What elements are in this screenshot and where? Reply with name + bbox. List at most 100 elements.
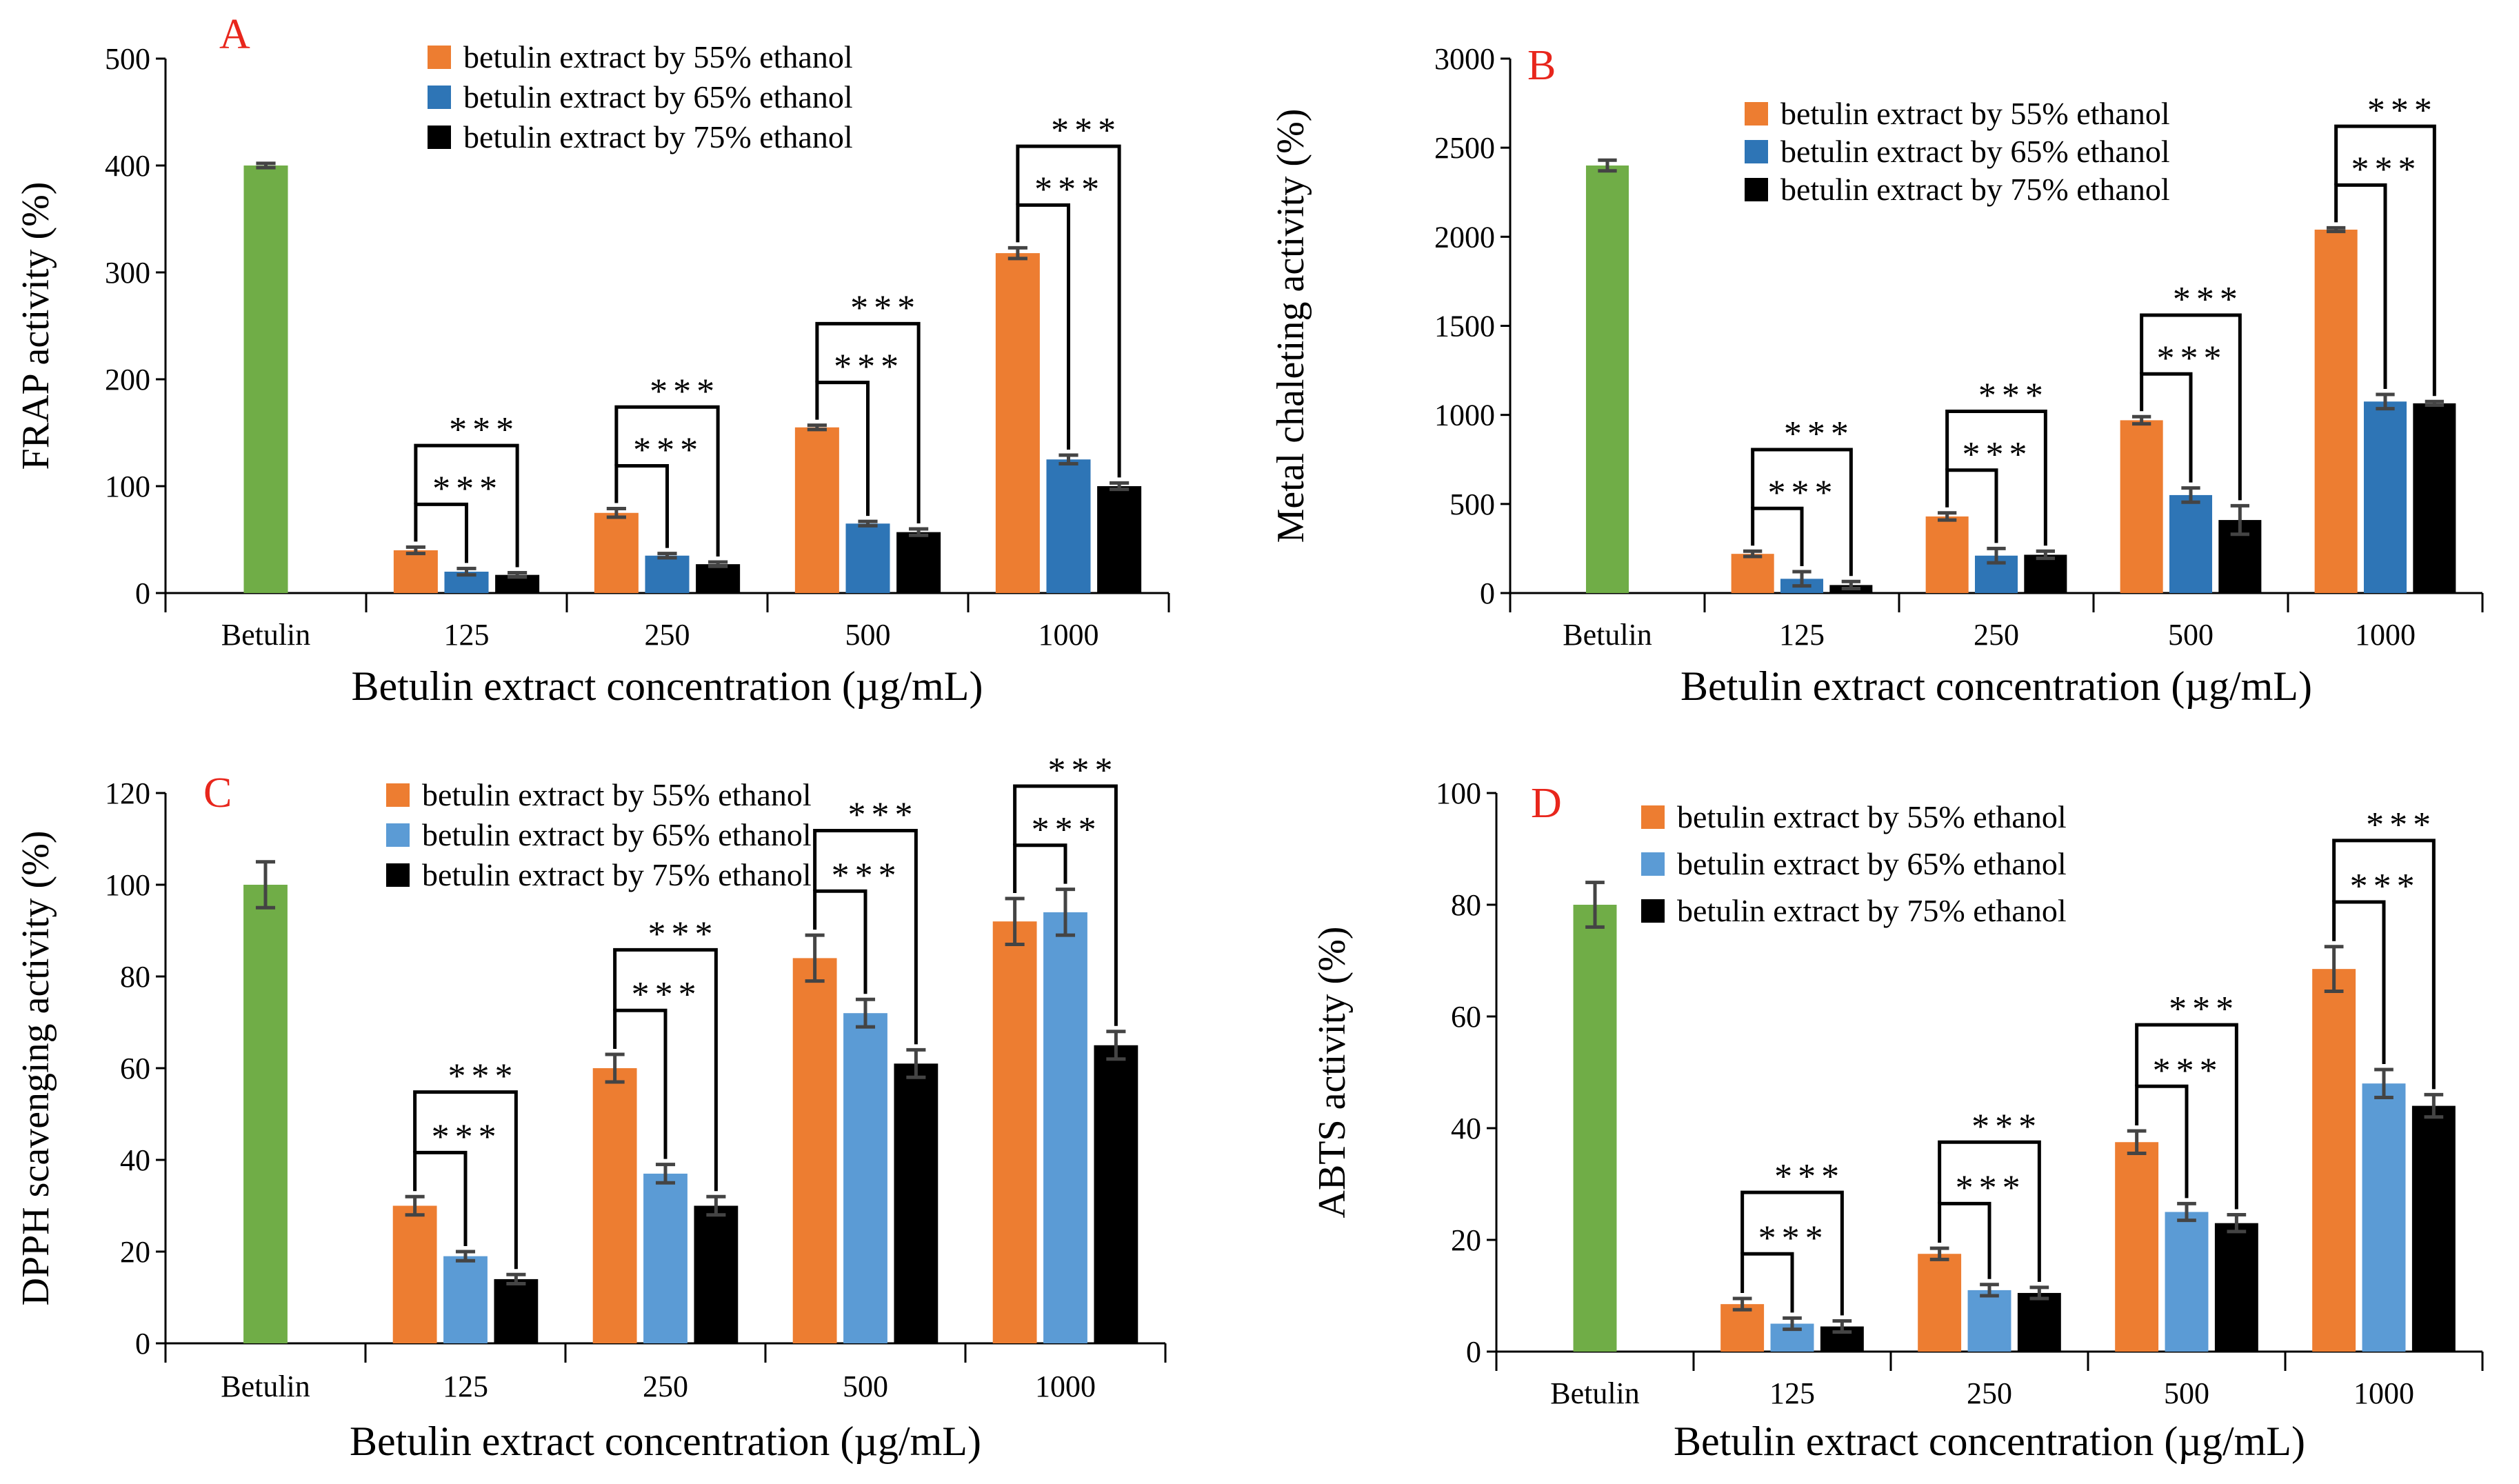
bar-250-series-2 [643,1173,688,1343]
significance-bracket-outer [1013,784,1118,1026]
significance-label: *** [432,469,503,508]
legend-label: betulin extract by 75% ethanol [1780,172,2170,207]
bar-betulin-control [1573,905,1617,1352]
significance-bracket-outer [1938,1140,2041,1282]
x-category-label: 125 [1779,618,1825,652]
legend-swatch [386,783,410,807]
legend-label: betulin extract by 55% ethanol [1677,799,2067,834]
bar-1000-series-3 [2413,403,2456,593]
x-category-label: 250 [1967,1376,2012,1410]
x-category-label: 125 [443,1370,488,1403]
bar-500-series-2 [843,1013,887,1343]
bar-500-series-3 [896,532,941,593]
legend-swatch [1641,852,1665,876]
significance-label: *** [1978,377,2049,416]
bar-500-series-2 [2169,494,2213,593]
significance-label: *** [1048,751,1118,790]
legend-swatch [386,863,410,887]
significance-label: *** [2367,91,2438,130]
legend-swatch [428,126,451,149]
significance-label: *** [1758,1219,1829,1258]
significance-bracket-inner [614,464,669,548]
y-tick-label: 60 [120,1052,150,1085]
bar-1000-series-2 [2363,401,2407,593]
significance-label: *** [834,348,904,387]
bar-betulin-control [243,885,288,1343]
y-tick-label: 80 [1451,888,1481,922]
bar-500-series-3 [2214,1223,2258,1352]
significance-label: *** [832,856,902,895]
significance-bracket-inner [413,1150,468,1246]
legend-label: betulin extract by 65% ethanol [422,817,812,852]
bar-1000-series-3 [1097,486,1142,593]
significance-bracket-outer [813,829,918,1045]
x-category-label: 1000 [1038,618,1099,652]
y-tick-label: 2000 [1434,220,1495,254]
y-tick-label: 20 [1451,1223,1481,1257]
significance-label: *** [1784,414,1854,454]
x-category-label: 125 [444,618,490,652]
bar-betulin-control [243,166,288,593]
bar-250-series-1 [594,512,639,593]
x-category-label: 1000 [2355,618,2416,652]
significance-label: *** [1032,810,1102,850]
significance-bracket-inner [815,381,870,517]
bar-500-series-3 [894,1063,939,1343]
x-category-label: 500 [2168,618,2214,652]
significance-label: *** [848,796,919,835]
x-category-label: 250 [1974,618,2019,652]
significance-bracket-inner [2332,900,2386,1064]
y-tick-label: 100 [1436,776,1481,810]
significance-bracket-outer [2332,839,2436,1090]
x-axis-title: Betulin extract concentration (µg/mL) [1674,1418,2305,1464]
legend-label: betulin extract by 75% ethanol [422,857,812,892]
bar-250-series-1 [1925,516,1969,593]
legend-label: betulin extract by 55% ethanol [1780,96,2170,131]
bar-1000-series-2 [1046,459,1091,593]
y-tick-label: 40 [1451,1112,1481,1145]
x-category-label: Betulin [1563,618,1652,652]
significance-bracket-inner [2135,1084,2189,1199]
significance-label: *** [1034,170,1105,209]
significance-label: *** [2153,1051,2223,1090]
y-tick-label: 20 [120,1235,150,1269]
bar-125-series-3 [494,1279,539,1343]
legend-swatch [1641,805,1665,829]
y-tick-label: 80 [120,960,150,994]
significance-label: *** [2169,990,2239,1029]
x-axis-title: Betulin extract concentration (µg/mL) [352,663,983,709]
legend-label: betulin extract by 55% ethanol [422,777,812,812]
bar-500-series-2 [2165,1212,2209,1352]
x-category-label: 500 [843,1370,888,1403]
y-tick-label: 3000 [1434,42,1495,76]
legend-label: betulin extract by 55% ethanol [463,39,853,74]
y-tick-label: 100 [105,868,150,902]
bar-1000-series-3 [1094,1045,1138,1343]
significance-bracket-outer [1016,144,1121,478]
significance-label: *** [2366,805,2436,845]
bar-1000-series-1 [2314,230,2358,593]
bar-500-series-1 [792,958,837,1343]
y-tick-label: 120 [105,776,150,810]
legend-label: betulin extract by 65% ethanol [1780,134,2170,169]
bar-500-series-1 [2115,1142,2159,1352]
bar-125-series-1 [392,1205,437,1343]
x-category-label: Betulin [221,618,311,652]
bar-250-series-3 [696,564,741,593]
bar-250-series-2 [645,555,690,593]
bar-500-series-2 [845,523,890,593]
significance-label: *** [448,1057,519,1096]
x-axis-title: Betulin extract concentration (µg/mL) [350,1418,981,1464]
significance-label: *** [632,975,702,1014]
significance-bracket-outer [2140,313,2242,501]
y-tick-label: 0 [1480,576,1495,610]
significance-bracket-outer [815,321,921,523]
legend-swatch [1745,178,1768,201]
y-tick-label: 200 [105,363,150,397]
significance-bracket-inner [1740,1252,1794,1313]
y-axis-title: Metal chaleting activity (%) [1269,109,1312,543]
y-tick-label: 500 [1449,488,1495,521]
significance-label: *** [1051,111,1121,150]
legend-swatch [428,46,451,69]
bar-125-series-1 [393,550,438,593]
